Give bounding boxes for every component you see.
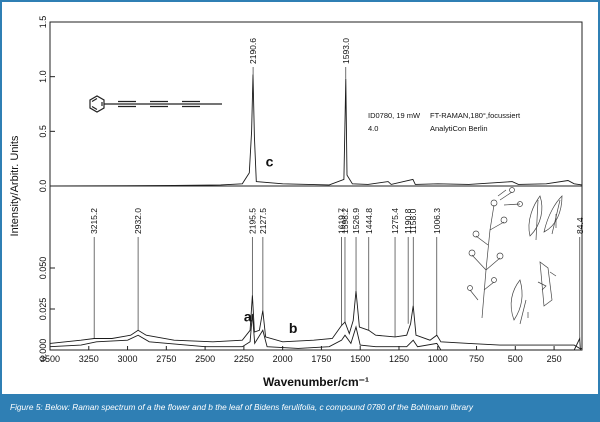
xtick-label: 2250: [234, 354, 254, 364]
top-ytick-label: 1.5: [38, 16, 48, 29]
top-ytick-label: 0.0: [38, 180, 48, 193]
series-c-label: c: [266, 153, 274, 169]
peak-label: 2932.0: [133, 208, 143, 234]
xtick-label: 750: [469, 354, 484, 364]
series-a-label: a: [244, 308, 252, 324]
peak-label: 1619.7: [337, 208, 347, 234]
y-axis-label: Intensity/Arbitr. Units: [9, 135, 21, 236]
series-a-line: [49, 290, 582, 349]
xtick-label: 1500: [350, 354, 370, 364]
xtick-label: 3250: [79, 354, 99, 364]
annotation-instrument-id: ID0780, 19 mW: [368, 111, 421, 120]
figure-caption: Figure 5: Below: Raman spectrum of a the…: [10, 402, 474, 412]
annotation-method: FT-RAMAN,180°,focussiert: [430, 111, 521, 120]
annotation-lab: AnalytiCon Berlin: [430, 124, 488, 133]
x-axis: 3500 3250 3000 2750 2500 2250 2000 1750 1500 1250…: [40, 346, 562, 364]
peak-label: 84.4: [575, 217, 585, 234]
peak-label: 1158.0: [408, 208, 418, 234]
series-b-line: [49, 313, 582, 351]
series-b-label: b: [289, 320, 298, 336]
bottom-ytick-label: 0.025: [38, 298, 48, 321]
peak-label: 1526.9: [351, 208, 361, 234]
top-series-layer: c: [49, 74, 583, 187]
peak-label: 1275.4: [390, 208, 400, 234]
peak-label: 1190.8: [403, 208, 413, 234]
peak-label: 2190.6: [248, 38, 258, 64]
xtick-label: 3500: [40, 354, 60, 364]
xtick-label: 500: [508, 354, 523, 364]
xtick-label: 2000: [273, 354, 293, 364]
peak-label: 1444.8: [364, 208, 374, 234]
bidens-ferulifolia-plant-illustration: [467, 187, 563, 325]
bottom-ytick-label: 0.050: [38, 257, 48, 280]
bottom-series-layer: ab: [49, 290, 582, 351]
peak-label: 1598.2: [340, 208, 350, 234]
phenyl-polyyne-structure-icon: [89, 95, 222, 113]
peak-label: 2195.5: [247, 208, 257, 234]
xtick-label: 2500: [195, 354, 215, 364]
x-axis-label: Wavenumber/cm⁻¹: [263, 375, 369, 389]
bottom-y-axis: 0.000 0.025 0.050: [38, 257, 55, 362]
top-ytick-label: 1.0: [38, 70, 48, 83]
series-c-line: [49, 74, 583, 187]
peak-label: 2127.5: [258, 208, 268, 234]
peak-label: 3215.2: [89, 208, 99, 234]
xtick-label: 250: [547, 354, 562, 364]
xtick-label: 1750: [311, 354, 331, 364]
top-ytick-label: 0.5: [38, 125, 48, 138]
xtick-label: 1000: [428, 354, 448, 364]
caption-background: [2, 394, 598, 420]
peak-label: 1593.0: [341, 38, 351, 64]
bottom-ytick-label: 0.000: [38, 339, 48, 362]
bottom-spectrum-panel: 0.000 0.025 0.050 3500 3250 3000 2750 2500 2250…: [38, 185, 585, 389]
xtick-label: 3000: [118, 354, 138, 364]
peak-label: 1006.3: [432, 208, 442, 234]
top-peak-labels: 2190.6 1593.0: [248, 38, 351, 79]
xtick-label: 1250: [389, 354, 409, 364]
annotation-version: 4.0: [368, 124, 378, 133]
xtick-label: 2750: [156, 354, 176, 364]
